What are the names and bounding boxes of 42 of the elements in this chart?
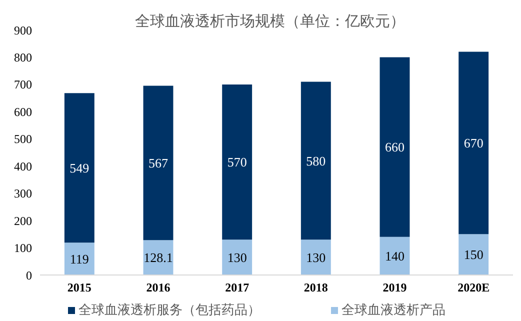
data-label: 150 bbox=[464, 247, 484, 262]
y-tick-label: 500 bbox=[14, 132, 32, 146]
data-label: 549 bbox=[70, 160, 90, 176]
y-tick-label: 100 bbox=[14, 241, 32, 256]
y-tick-label: 0 bbox=[26, 268, 32, 282]
y-tick-label: 900 bbox=[14, 23, 32, 38]
chart-title: 全球血液透析市场规模（单位：亿欧元） bbox=[134, 12, 406, 31]
data-label: 130 bbox=[227, 250, 247, 265]
y-tick-label: 800 bbox=[14, 50, 32, 64]
data-label: 119 bbox=[70, 251, 89, 266]
bar bbox=[64, 93, 94, 243]
bar bbox=[64, 242, 94, 275]
data-label: 567 bbox=[148, 156, 168, 171]
data-label: 128.1 bbox=[144, 250, 173, 266]
data-label: 140 bbox=[385, 248, 404, 264]
bar bbox=[380, 57, 410, 237]
x-tick-label: 2020E bbox=[458, 280, 490, 295]
bar bbox=[222, 240, 252, 275]
legend-label: 全球血液透析产品 bbox=[340, 301, 446, 319]
x-tick-label: 2015 bbox=[67, 280, 92, 295]
data-label: 660 bbox=[385, 140, 404, 155]
bar bbox=[380, 236, 410, 275]
bar bbox=[300, 240, 331, 275]
y-tick-label: 300 bbox=[14, 186, 32, 201]
y-tick-label: 200 bbox=[14, 214, 32, 228]
bar bbox=[458, 234, 489, 275]
data-label: 580 bbox=[306, 153, 326, 168]
bar bbox=[300, 82, 331, 240]
bar bbox=[458, 52, 489, 234]
data-label: 670 bbox=[464, 136, 484, 151]
x-tick-label: 2019 bbox=[382, 280, 407, 295]
bar bbox=[143, 86, 174, 240]
y-tick-label: 700 bbox=[14, 78, 32, 92]
x-tick-label: 2017 bbox=[225, 280, 250, 295]
y-tick-label: 600 bbox=[14, 104, 32, 119]
legend-label: 全球血液透析服务（包括药品） bbox=[78, 301, 260, 319]
data-label: 130 bbox=[306, 250, 326, 265]
bar bbox=[222, 84, 252, 240]
y-tick-label: 400 bbox=[14, 159, 32, 174]
x-tick-label: 2018 bbox=[304, 280, 328, 295]
x-tick-label: 2016 bbox=[146, 280, 170, 295]
data-label: 570 bbox=[227, 154, 247, 170]
